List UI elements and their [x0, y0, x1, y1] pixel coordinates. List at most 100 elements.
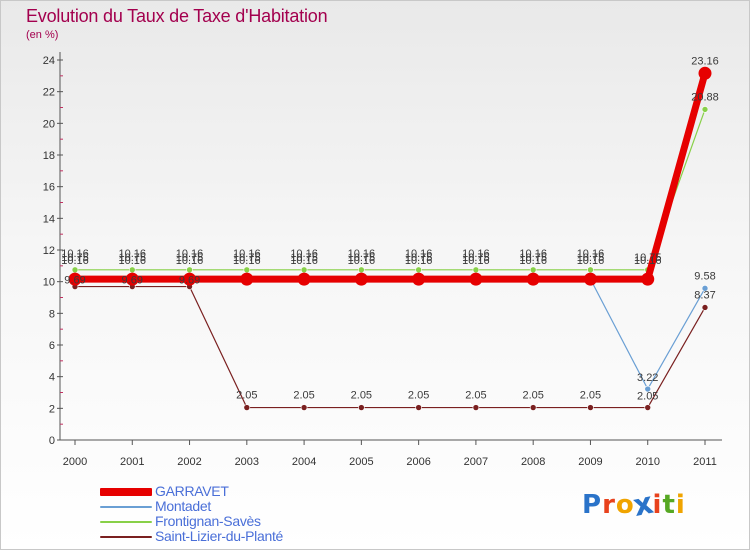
data-point: [243, 404, 251, 411]
data-point: [644, 404, 652, 411]
y-tick-label: 14: [43, 213, 55, 225]
data-label: 23.16: [691, 55, 719, 67]
data-point: [71, 266, 79, 274]
data-point: [526, 272, 540, 286]
data-point: [472, 266, 480, 274]
data-label: 10.16: [634, 255, 662, 267]
data-label: 10.16: [61, 248, 89, 260]
data-point: [701, 106, 709, 113]
data-point: [641, 272, 655, 286]
legend-swatch: [100, 536, 152, 538]
legend-swatch: [100, 506, 152, 508]
data-label: 2.05: [465, 390, 486, 402]
legend-swatch: [100, 521, 152, 523]
data-label: 20.88: [691, 91, 719, 103]
series-line-3: [74, 285, 706, 409]
data-label: 9.69: [179, 275, 200, 287]
data-label: 10.16: [176, 248, 204, 260]
data-point: [240, 272, 254, 286]
data-label: 10.75: [119, 252, 147, 264]
data-point: [412, 272, 426, 286]
data-point: [529, 404, 537, 411]
y-tick-label: 4: [49, 372, 55, 384]
y-tick-label: 20: [43, 118, 55, 130]
y-tick-label: 2: [49, 403, 55, 415]
logo-letter: o: [615, 490, 635, 520]
y-tick-label: 12: [43, 245, 55, 257]
data-label: 10.16: [176, 255, 204, 267]
y-tick-label: 0: [49, 435, 55, 447]
x-tick-label: 2000: [63, 456, 87, 468]
y-tick-label: 18: [43, 150, 55, 162]
chart-series: [68, 66, 712, 411]
y-tick-label: 24: [43, 55, 55, 67]
logo-letter: i: [652, 490, 663, 520]
data-point: [183, 272, 197, 286]
data-label: 10.75: [634, 252, 662, 264]
data-point: [587, 404, 594, 411]
logo-letter: r: [602, 490, 616, 520]
data-label: 10.75: [577, 252, 605, 264]
data-point: [469, 272, 483, 286]
data-label: 10.16: [519, 248, 547, 260]
data-label: 2.05: [351, 390, 372, 402]
data-label: 10.16: [462, 255, 490, 267]
data-label: 10.16: [119, 248, 147, 260]
logo-letter: i: [675, 490, 686, 520]
series-line-2: [74, 108, 706, 271]
data-point: [243, 266, 251, 274]
logo-letter: P: [582, 490, 603, 520]
data-point: [186, 266, 193, 274]
data-point: [529, 266, 537, 274]
y-tick-label: 16: [43, 182, 55, 194]
x-tick-label: 2010: [635, 456, 659, 468]
data-point: [587, 266, 594, 274]
chart-title: Evolution du Taux de Taxe d'Habitation: [26, 6, 328, 26]
y-tick-label: 10: [43, 277, 55, 289]
data-label: 10.16: [290, 255, 318, 267]
data-label: 10.75: [290, 252, 318, 264]
data-label: 2.05: [580, 390, 601, 402]
x-tick-label: 2002: [177, 456, 201, 468]
x-tick-label: 2004: [292, 456, 316, 468]
data-label: 10.75: [519, 252, 547, 264]
data-point: [68, 272, 82, 286]
data-label: 10.75: [176, 252, 204, 264]
data-label: 10.75: [233, 252, 261, 264]
x-tick-label: 2008: [521, 456, 545, 468]
data-label: 10.16: [348, 255, 376, 267]
x-tick-label: 2006: [406, 456, 430, 468]
data-point: [297, 272, 311, 286]
legend-label: Saint-Lizier-du-Planté: [155, 528, 284, 544]
data-label: 10.16: [405, 255, 433, 267]
legend-swatch: [100, 488, 152, 496]
data-point: [300, 404, 308, 411]
legend-label: Montadet: [155, 498, 211, 514]
data-point: [701, 304, 709, 311]
proxiti-logo: Proxiti: [582, 486, 686, 524]
x-tick-label: 2003: [235, 456, 259, 468]
data-label: 2.05: [236, 390, 257, 402]
chart-unit-label: (en %): [26, 29, 59, 41]
data-label: 2.05: [522, 390, 543, 402]
data-label: 10.16: [462, 248, 490, 260]
series-line-1: [74, 278, 706, 390]
y-tick-label: 6: [49, 340, 55, 352]
data-point: [415, 266, 422, 274]
data-label: 10.75: [61, 252, 89, 264]
data-point: [583, 272, 597, 286]
data-label: 10.75: [405, 252, 433, 264]
data-label: 10.75: [462, 252, 490, 264]
x-tick-label: 2011: [693, 456, 717, 468]
data-label: 10.75: [348, 252, 376, 264]
data-point: [125, 272, 139, 286]
data-label: 10.16: [233, 255, 261, 267]
x-tick-label: 2001: [120, 456, 144, 468]
data-label: 2.05: [637, 391, 658, 403]
data-label: 10.16: [61, 255, 89, 267]
data-point: [358, 266, 365, 274]
data-point: [354, 272, 368, 286]
data-label: 9.69: [122, 275, 143, 287]
